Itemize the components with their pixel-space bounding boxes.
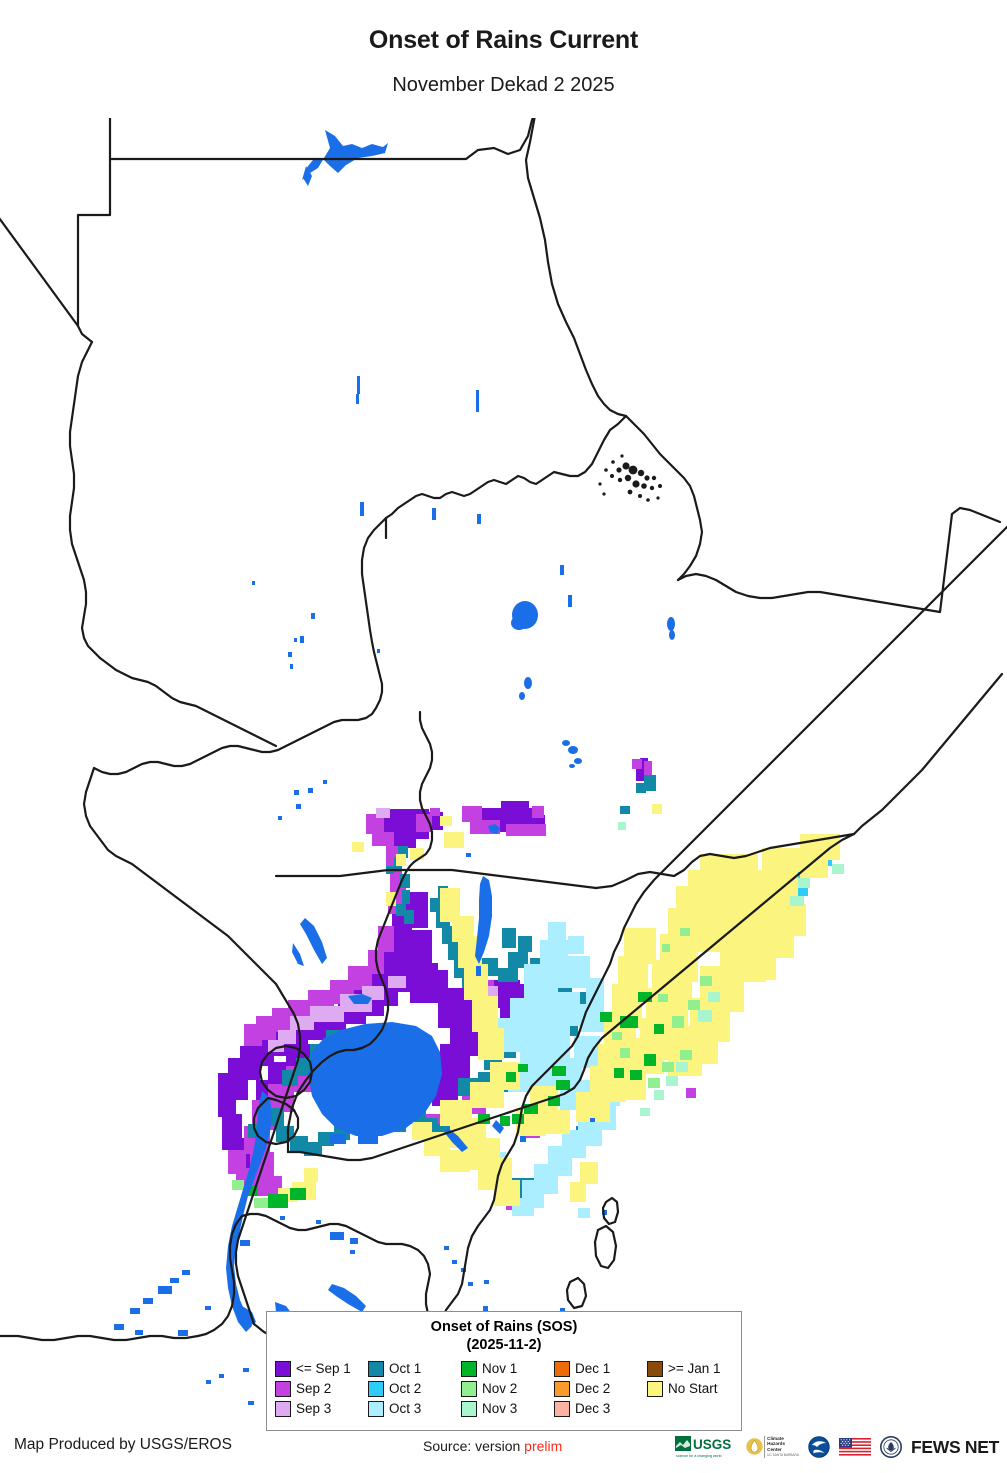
legend-swatch-dec2 <box>554 1380 570 1397</box>
class-nov2 <box>232 928 712 1208</box>
footer: Map Produced by USGS/EROS Source: versio… <box>0 1428 1007 1473</box>
legend-label-le-sep1: <= Sep 1 <box>296 1361 351 1376</box>
legend-item-ge-jan1[interactable]: >= Jan 1 <box>647 1359 740 1378</box>
fewsnet-wordmark: FEWS NET <box>910 1436 999 1457</box>
legend-item-dec1[interactable]: Dec 1 <box>554 1359 647 1378</box>
legend: Onset of Rains (SOS) (2025-11-2) <= Sep … <box>266 1311 742 1431</box>
class-no-start <box>278 804 840 1206</box>
map-credit: Map Produced by USGS/EROS <box>14 1436 232 1453</box>
legend-swatch-dec1 <box>554 1360 570 1377</box>
legend-label-dec1: Dec 1 <box>575 1361 611 1376</box>
legend-swatch-nov2 <box>461 1380 477 1397</box>
legend-label-oct1: Oct 1 <box>389 1361 422 1376</box>
class-nov3 <box>618 822 844 1116</box>
legend-title: Onset of Rains (SOS) (2025-11-2) <box>267 1312 741 1354</box>
legend-item-no-start[interactable]: No Start <box>647 1379 740 1398</box>
title-block: Onset of Rains Current November Dekad 2 … <box>0 0 1007 97</box>
legend-label-ge-jan1: >= Jan 1 <box>668 1361 721 1376</box>
legend-column-dec: Dec 1 Dec 2 Dec 3 <box>554 1359 647 1418</box>
legend-swatch-oct3 <box>368 1400 384 1417</box>
usgs-logo[interactable]: USGS science for a changing world <box>675 1435 737 1459</box>
legend-swatch-nov1 <box>461 1360 477 1377</box>
legend-swatch-sep2 <box>275 1380 291 1397</box>
legend-swatch-oct2 <box>368 1380 384 1397</box>
legend-label-nov3: Nov 3 <box>482 1401 518 1416</box>
legend-item-dec2[interactable]: Dec 2 <box>554 1379 647 1398</box>
legend-item-dec3[interactable]: Dec 3 <box>554 1399 647 1418</box>
noaa-logo[interactable] <box>808 1436 830 1458</box>
legend-item-le-sep1[interactable]: <= Sep 1 <box>275 1359 368 1378</box>
legend-swatch-sep3 <box>275 1400 291 1417</box>
source-label: Source: version <box>423 1438 525 1454</box>
legend-column-sep: <= Sep 1 Sep 2 Sep 3 <box>275 1359 368 1418</box>
legend-label-oct3: Oct 3 <box>389 1401 422 1416</box>
legend-swatch-ge-jan1 <box>647 1360 663 1377</box>
legend-column-oct: Oct 1 Oct 2 Oct 3 <box>368 1359 461 1418</box>
legend-label-sep3: Sep 3 <box>296 1401 332 1416</box>
legend-label-dec2: Dec 2 <box>575 1381 611 1396</box>
map-background <box>0 118 1007 1428</box>
svg-text:USGS: USGS <box>693 1437 731 1452</box>
dahlak-islands <box>598 454 662 502</box>
legend-item-nov1[interactable]: Nov 1 <box>461 1359 554 1378</box>
legend-swatch-no-start <box>647 1380 663 1397</box>
legend-title-line1: Onset of Rains (SOS) <box>430 1319 578 1335</box>
legend-swatch-le-sep1 <box>275 1360 291 1377</box>
country-borders-layer <box>0 118 1007 1428</box>
legend-item-oct2[interactable]: Oct 2 <box>368 1379 461 1398</box>
map-svg[interactable] <box>0 118 1007 1428</box>
legend-title-line2: (2025-11-2) <box>466 1337 542 1354</box>
legend-label-dec3: Dec 3 <box>575 1401 611 1416</box>
legend-label-sep2: Sep 2 <box>296 1381 332 1396</box>
legend-item-nov2[interactable]: Nov 2 <box>461 1379 554 1398</box>
page-title: Onset of Rains Current <box>368 26 639 54</box>
legend-item-sep2[interactable]: Sep 2 <box>275 1379 368 1398</box>
page-subtitle: November Dekad 2 2025 <box>392 74 615 96</box>
legend-item-nov3[interactable]: Nov 3 <box>461 1399 554 1418</box>
legend-item-oct1[interactable]: Oct 1 <box>368 1359 461 1378</box>
legend-column-other: >= Jan 1 No Start <box>647 1359 740 1418</box>
usdos-seal-logo[interactable] <box>879 1436 902 1458</box>
legend-label-nov2: Nov 2 <box>482 1381 518 1396</box>
legend-swatch-nov3 <box>461 1400 477 1417</box>
map-canvas[interactable] <box>0 118 1007 1428</box>
legend-label-no-start: No Start <box>668 1381 718 1396</box>
source-version: prelim <box>524 1438 563 1454</box>
legend-columns: <= Sep 1 Sep 2 Sep 3 Oct 1 Oc <box>267 1354 741 1418</box>
legend-item-oct3[interactable]: Oct 3 <box>368 1399 461 1418</box>
legend-label-oct2: Oct 2 <box>389 1381 422 1396</box>
legend-item-sep3[interactable]: Sep 3 <box>275 1399 368 1418</box>
us-flag-icon <box>838 1438 871 1456</box>
partner-logos: USGS science for a changing world Climat… <box>675 1432 999 1462</box>
legend-column-nov: Nov 1 Nov 2 Nov 3 <box>461 1359 554 1418</box>
chc-logo[interactable]: Climate Hazards Center UC SANTA BARBARA <box>746 1436 799 1458</box>
legend-label-nov1: Nov 1 <box>482 1361 518 1376</box>
legend-swatch-oct1 <box>368 1360 384 1377</box>
legend-swatch-dec3 <box>554 1400 570 1417</box>
source-note: Source: version prelim <box>423 1438 562 1454</box>
svg-text:science for a changing world: science for a changing world <box>676 1454 722 1458</box>
fewsnet-logo[interactable]: FEWS NET <box>911 1437 999 1458</box>
